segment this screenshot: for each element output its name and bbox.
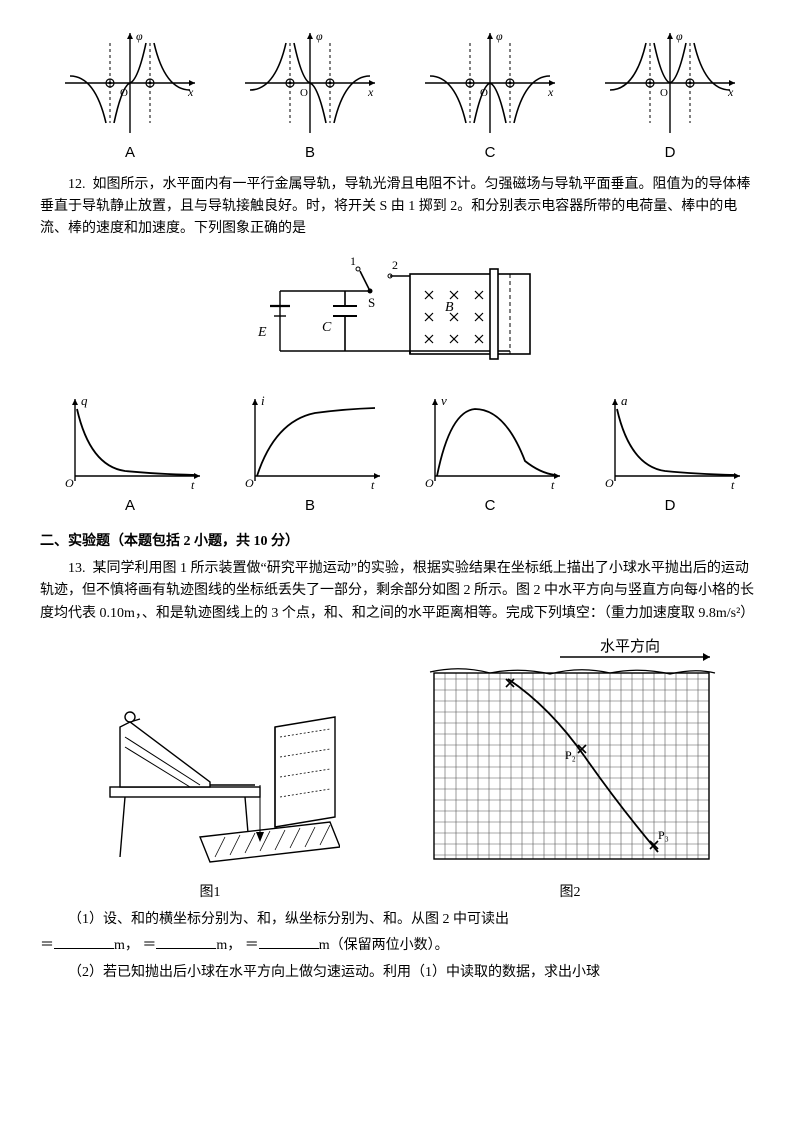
svg-text:φ: φ xyxy=(316,29,323,43)
q11-graph-B: φ x O xyxy=(240,28,380,138)
q13-blanks: ＝m， ＝m， ＝m（保留两位小数）。 xyxy=(40,935,760,957)
svg-text:O: O xyxy=(605,476,614,490)
q13-text: 13. 某同学利用图 1 所示装置做“研究平抛运动”的实验，根据实验结果在坐标纸… xyxy=(40,558,760,625)
q12-fig-A: q O t A xyxy=(55,391,205,519)
q11-fig-A: φ x O A xyxy=(60,28,200,166)
q11-graphs-row: φ x O A φ x O xyxy=(40,28,760,166)
q13-figs-row: 图1 水平方向 P₂ P₃ 图2 xyxy=(40,637,760,905)
q12-circuit: E C 1 2 S xyxy=(250,251,550,381)
q12C-xlabel: t xyxy=(551,478,555,491)
eq1: ＝ xyxy=(40,938,54,953)
section2-title: 二、实验题（本题包括 2 小题，共 10 分） xyxy=(40,530,760,554)
q12A-ylabel: q xyxy=(81,393,88,408)
label-2: 2 xyxy=(392,258,398,272)
q12-graphs-row: q O t A i O t B v O t C xyxy=(40,391,760,519)
unit1: m， xyxy=(114,938,139,953)
label-E: E xyxy=(257,325,267,340)
q11-label-D: D xyxy=(665,140,676,166)
unit2: m， xyxy=(216,938,241,953)
unit3: m（保留两位小数）。 xyxy=(319,938,449,953)
q11-graph-D: φ x O xyxy=(600,28,740,138)
q13-body: 某同学利用图 1 所示装置做“研究平抛运动”的实验，根据实验结果在坐标纸上描出了… xyxy=(40,561,754,621)
q12-label-D: D xyxy=(665,493,676,519)
svg-text:O: O xyxy=(65,476,74,490)
eq2: ＝ xyxy=(142,938,156,953)
q13-sub1-text: （1）设、和的横坐标分别为、和，纵坐标分别为、和。从图 2 中可读出 xyxy=(68,912,509,927)
label-B: B xyxy=(445,300,454,315)
q12-text: 12. 如图所示，水平面内有一平行金属导轨，导轨光滑且电阻不计。匀强磁场与导轨平… xyxy=(40,174,760,241)
svg-text:x: x xyxy=(367,85,374,99)
fig2-label: 图2 xyxy=(560,881,581,905)
b-field-icon xyxy=(425,291,483,343)
q12-label-C: C xyxy=(485,493,496,519)
q13-num: 13. xyxy=(68,561,86,576)
svg-text:O: O xyxy=(660,87,668,99)
q11-fig-B: φ x O B xyxy=(240,28,380,166)
q12-fig-B: i O t B xyxy=(235,391,385,519)
q12D-xlabel: t xyxy=(731,478,735,491)
svg-text:x: x xyxy=(727,85,734,99)
q12-graph-C: v O t xyxy=(415,391,565,491)
q12C-ylabel: v xyxy=(441,393,447,408)
fig2-grid: 水平方向 P₂ P₃ xyxy=(420,637,720,877)
q12-label-A: A xyxy=(125,493,135,519)
q12B-ylabel: i xyxy=(261,393,265,408)
q12-num: 12. xyxy=(68,177,86,192)
svg-text:O: O xyxy=(245,476,254,490)
svg-text:φ: φ xyxy=(136,29,143,43)
blank1[interactable] xyxy=(54,935,114,949)
q12-fig-D: a O t D xyxy=(595,391,745,519)
q12-circuit-wrap: E C 1 2 S xyxy=(40,251,760,381)
q11-label-B: B xyxy=(305,140,315,166)
q11-label-A: A xyxy=(125,140,135,166)
eq3: ＝ xyxy=(245,938,259,953)
label-S: S xyxy=(368,295,375,310)
q12A-xlabel: t xyxy=(191,478,195,491)
label-P2: P₂ xyxy=(565,748,576,762)
q12-fig-C: v O t C xyxy=(415,391,565,519)
svg-text:x: x xyxy=(547,85,554,99)
q11-graph-A: φ x O xyxy=(60,28,200,138)
q11-label-C: C xyxy=(485,140,496,166)
svg-text:x: x xyxy=(187,85,194,99)
q13-sub1: （1）设、和的横坐标分别为、和，纵坐标分别为、和。从图 2 中可读出 xyxy=(40,909,760,931)
label-C: C xyxy=(322,320,332,335)
q12-graph-B: i O t xyxy=(235,391,385,491)
label-P3: P₃ xyxy=(658,828,669,842)
fig2-box: 水平方向 P₂ P₃ 图2 xyxy=(420,637,720,905)
fig2-top-label: 水平方向 xyxy=(600,638,660,655)
q11-fig-C: φ x O C xyxy=(420,28,560,166)
q12B-xlabel: t xyxy=(371,478,375,491)
q11-fig-D: φ x O D xyxy=(600,28,740,166)
blank2[interactable] xyxy=(156,935,216,949)
q12-body: 如图所示，水平面内有一平行金属导轨，导轨光滑且电阻不计。匀强磁场与导轨平面垂直。… xyxy=(40,177,751,237)
q13-sub2: （2）若已知抛出后小球在水平方向上做匀速运动。利用（1）中读取的数据，求出小球 xyxy=(40,962,760,984)
q12D-ylabel: a xyxy=(621,393,628,408)
label-1: 1 xyxy=(350,254,356,268)
fig1-apparatus xyxy=(80,667,340,877)
svg-text:φ: φ xyxy=(676,29,683,43)
fig1-box: 图1 xyxy=(80,667,340,905)
q11-graph-C: φ x O xyxy=(420,28,560,138)
svg-text:O: O xyxy=(300,87,308,99)
svg-text:φ: φ xyxy=(496,29,503,43)
q12-graph-D: a O t xyxy=(595,391,745,491)
svg-text:O: O xyxy=(425,476,434,490)
q12-graph-A: q O t xyxy=(55,391,205,491)
fig1-label: 图1 xyxy=(200,881,221,905)
q12-label-B: B xyxy=(305,493,315,519)
blank3[interactable] xyxy=(259,935,319,949)
